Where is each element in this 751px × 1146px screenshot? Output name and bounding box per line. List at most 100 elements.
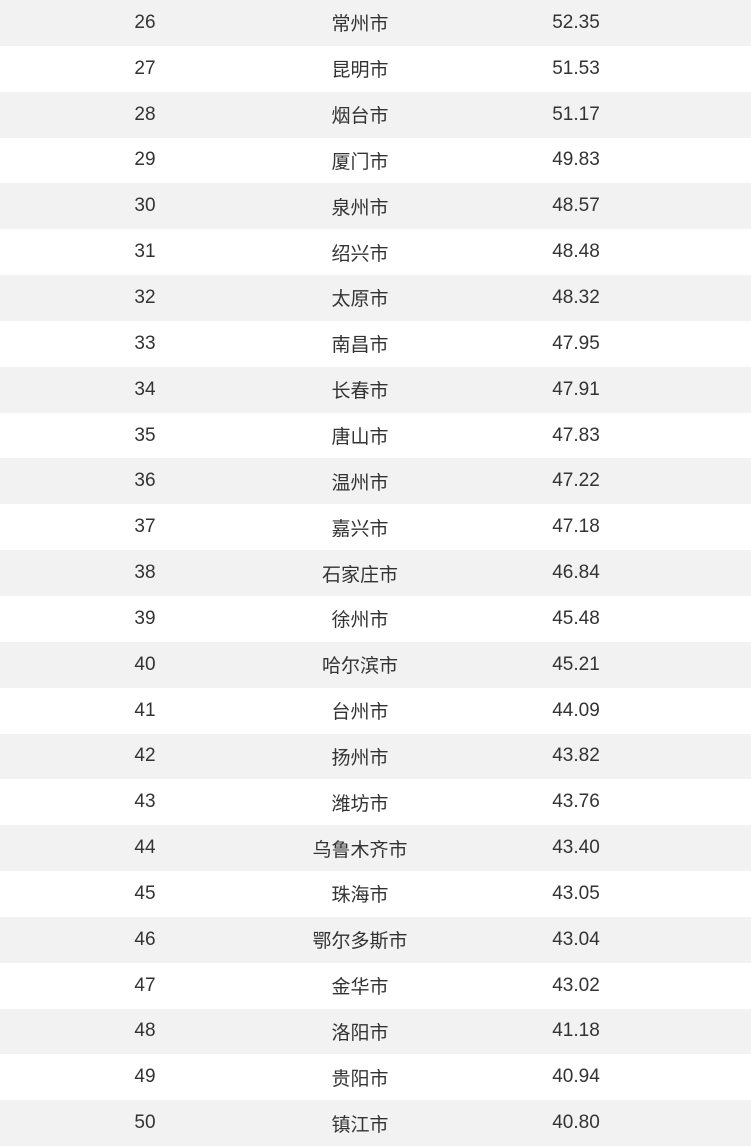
score-cell: 47.18 (552, 516, 600, 538)
rank-cell: 26 (134, 11, 156, 33)
rank-cell: 42 (134, 745, 156, 767)
table-row: 31 绍兴市 48.48 (0, 229, 751, 276)
rank-cell: 44 (134, 837, 156, 859)
city-cell: 烟台市 (331, 106, 389, 128)
city-cell: 珠海市 (331, 885, 389, 907)
city-cell: 镇江市 (331, 1114, 389, 1136)
score-cell: 44.09 (552, 699, 600, 721)
table-row: 49 贵阳市 40.94 (0, 1054, 751, 1101)
score-cell: 51.53 (552, 57, 600, 79)
rank-cell: 30 (134, 195, 156, 217)
table-row: 39 徐州市 45.48 (0, 595, 751, 642)
rank-cell: 45 (134, 882, 156, 904)
rank-cell: 34 (134, 378, 156, 400)
city-cell: 金华市 (331, 977, 389, 999)
rank-cell: 43 (134, 791, 156, 813)
table-row: 46 鄂尔多斯市 43.04 (0, 916, 751, 963)
score-cell: 47.22 (552, 470, 600, 492)
score-cell: 47.83 (552, 424, 600, 446)
score-cell: 43.02 (552, 974, 600, 996)
rank-cell: 50 (134, 1112, 156, 1134)
city-cell: 嘉兴市 (331, 518, 389, 540)
city-cell: 鄂尔多斯市 (312, 931, 408, 953)
score-cell: 45.48 (552, 607, 600, 629)
city-cell: 绍兴市 (331, 243, 389, 265)
table-row: 45 珠海市 43.05 (0, 871, 751, 917)
score-cell: 48.57 (552, 195, 600, 217)
score-cell: 45.21 (552, 653, 600, 675)
table-row: 50 镇江市 40.80 (0, 1100, 751, 1146)
score-cell: 51.17 (552, 103, 600, 125)
rank-cell: 32 (134, 286, 156, 308)
rank-cell: 38 (134, 562, 156, 584)
table-row: 44 乌鲁木齐市 43.40 (0, 825, 751, 872)
rank-cell: 33 (134, 332, 156, 354)
rank-cell: 49 (134, 1066, 156, 1088)
city-cell: 徐州市 (331, 610, 389, 632)
score-cell: 43.04 (552, 928, 600, 950)
score-cell: 43.40 (552, 837, 600, 859)
table-row: 30 泉州市 48.57 (0, 183, 751, 230)
city-cell: 常州市 (331, 14, 389, 36)
city-cell: 石家庄市 (321, 564, 398, 586)
city-cell: 厦门市 (331, 151, 389, 173)
city-cell: 洛阳市 (331, 1022, 389, 1044)
table-row: 36 温州市 47.22 (0, 458, 751, 505)
rank-cell: 39 (134, 607, 156, 629)
city-cell: 台州市 (331, 702, 389, 724)
table-row: 26 常州市 52.35 (0, 0, 751, 46)
score-cell: 49.83 (552, 149, 600, 171)
score-cell: 48.48 (552, 241, 600, 263)
score-cell: 43.82 (552, 745, 600, 767)
score-cell: 43.76 (552, 791, 600, 813)
city-cell: 贵阳市 (331, 1068, 389, 1090)
table-row: 42 扬州市 43.82 (0, 733, 751, 780)
city-cell: 乌鲁木齐市 (312, 839, 408, 861)
rank-cell: 29 (134, 149, 156, 171)
table-row: 34 长春市 47.91 (0, 366, 751, 413)
rank-cell: 35 (134, 424, 156, 446)
city-cell: 南昌市 (331, 335, 389, 357)
rank-cell: 28 (134, 103, 156, 125)
score-cell: 52.35 (552, 11, 600, 33)
city-cell: 长春市 (331, 381, 389, 403)
table-row: 37 嘉兴市 47.18 (0, 504, 751, 551)
table-row: 40 哈尔滨市 45.21 (0, 641, 751, 688)
rank-cell: 37 (134, 516, 156, 538)
rank-cell: 46 (134, 928, 156, 950)
table-row: 32 太原市 48.32 (0, 275, 751, 321)
rank-cell: 27 (134, 57, 156, 79)
table-row: 29 厦门市 49.83 (0, 137, 751, 184)
score-cell: 46.84 (552, 562, 600, 584)
city-cell: 潍坊市 (331, 793, 389, 815)
rank-cell: 31 (134, 241, 156, 263)
score-cell: 48.32 (552, 286, 600, 308)
table-row: 28 烟台市 51.17 (0, 91, 751, 138)
rank-cell: 48 (134, 1020, 156, 1042)
table-row: 33 南昌市 47.95 (0, 320, 751, 367)
table-row: 38 石家庄市 46.84 (0, 550, 751, 596)
rank-cell: 36 (134, 470, 156, 492)
table-row: 48 洛阳市 41.18 (0, 1008, 751, 1055)
city-cell: 扬州市 (331, 747, 389, 769)
city-cell: 哈尔滨市 (321, 656, 398, 678)
score-cell: 40.94 (552, 1066, 600, 1088)
table-row: 47 金华市 43.02 (0, 962, 751, 1009)
score-cell: 40.80 (552, 1112, 600, 1134)
score-cell: 41.18 (552, 1020, 600, 1042)
city-cell: 泉州市 (331, 197, 389, 219)
table-row: 43 潍坊市 43.76 (0, 779, 751, 826)
table-row: 27 昆明市 51.53 (0, 45, 751, 92)
score-cell: 43.05 (552, 882, 600, 904)
score-cell: 47.91 (552, 378, 600, 400)
city-cell: 唐山市 (331, 427, 389, 449)
table-row: 41 台州市 44.09 (0, 687, 751, 734)
city-cell: 温州市 (331, 472, 389, 494)
city-cell: 昆明市 (331, 60, 389, 82)
rank-cell: 40 (134, 653, 156, 675)
city-cell: 太原市 (331, 289, 389, 311)
table-row: 35 唐山市 47.83 (0, 412, 751, 459)
score-cell: 47.95 (552, 332, 600, 354)
rank-cell: 41 (134, 699, 156, 721)
